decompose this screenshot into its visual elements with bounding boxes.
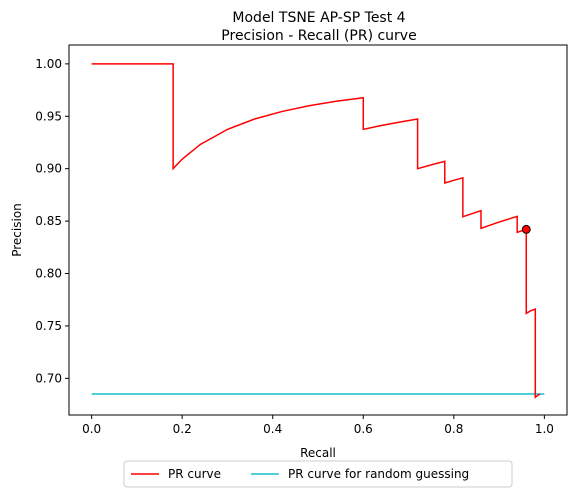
y-tick-label: 1.00 <box>35 57 62 71</box>
legend-frame <box>123 460 513 488</box>
x-tick-label: 0.6 <box>354 422 373 436</box>
chart-subtitle: Precision - Recall (PR) curve <box>221 28 416 44</box>
y-tick-label: 0.75 <box>35 319 62 333</box>
x-tick-label: 0.2 <box>173 422 192 436</box>
legend-label-pr-curve: PR curve <box>168 467 221 481</box>
legend-label-random-guessing: PR curve for random guessing <box>288 467 469 481</box>
series-layer <box>91 63 545 399</box>
y-tick-label: 0.70 <box>35 371 62 385</box>
chart-title: Model TSNE AP-SP Test 4 <box>232 10 405 26</box>
x-axis-ticks: 0.0 0.2 0.4 0.6 0.8 1.0 <box>82 415 554 436</box>
x-axis-label: Recall <box>300 446 336 460</box>
y-tick-label: 0.95 <box>35 109 62 123</box>
x-tick-label: 0.4 <box>263 422 282 436</box>
x-tick-label: 0.0 <box>82 422 101 436</box>
series-line-random-guessing <box>91 63 541 399</box>
selected-point-marker <box>521 224 531 234</box>
y-tick-label: 0.80 <box>35 266 62 280</box>
legend: PR curve PR curve for random guessing <box>123 460 513 488</box>
x-tick-label: 0.8 <box>444 422 463 436</box>
x-tick-label: 1.0 <box>535 422 554 436</box>
plot-frame <box>68 44 568 416</box>
y-axis-label: Precision <box>10 203 24 257</box>
y-tick-label: 0.90 <box>35 162 62 176</box>
y-axis-ticks: 0.70 0.75 0.80 0.85 0.90 0.95 1.00 <box>35 57 69 385</box>
y-tick-label: 0.85 <box>35 214 62 228</box>
